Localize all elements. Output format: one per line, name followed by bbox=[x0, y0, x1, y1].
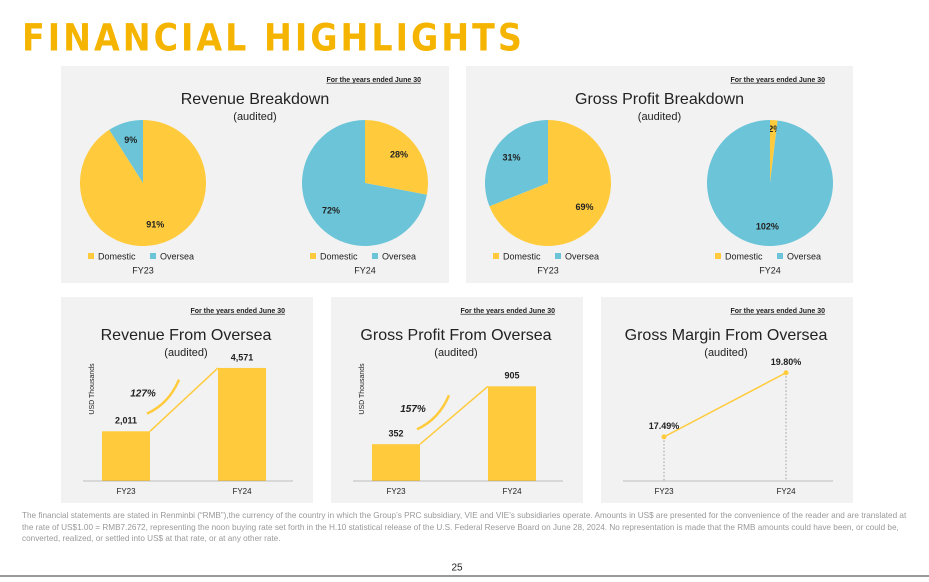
pie-slice bbox=[484, 120, 548, 207]
legend-swatch bbox=[715, 253, 721, 259]
bar-value-label: 2,011 bbox=[115, 416, 137, 426]
connector bbox=[149, 367, 219, 432]
growth-arrow bbox=[416, 394, 451, 431]
legend-label: Oversea bbox=[382, 251, 416, 261]
x-tick-label: FY24 bbox=[776, 487, 796, 496]
y-axis-label: USD Thousands bbox=[359, 363, 366, 415]
pie-label: FY23 bbox=[537, 265, 559, 275]
panel-subtitle: (audited) bbox=[638, 111, 681, 123]
point-label: 19.80% bbox=[771, 357, 802, 367]
bar-value-label: 905 bbox=[504, 371, 519, 381]
panel bbox=[601, 297, 853, 503]
pie-label: FY24 bbox=[759, 265, 781, 275]
point bbox=[661, 434, 667, 440]
bar bbox=[218, 367, 266, 481]
footnote: The financial statements are stated in R… bbox=[22, 511, 907, 543]
x-tick-label: FY23 bbox=[654, 487, 674, 496]
legend-label: Domestic bbox=[320, 251, 358, 261]
legend-swatch bbox=[150, 253, 156, 259]
panel-note: For the years ended June 30 bbox=[190, 308, 285, 315]
slice-label: 28% bbox=[390, 149, 408, 159]
panel-title: Gross Margin From Oversea bbox=[625, 327, 828, 344]
legend-label: Oversea bbox=[565, 251, 599, 261]
legend-label: Oversea bbox=[787, 251, 821, 261]
pie-slice bbox=[489, 120, 612, 246]
connector bbox=[419, 385, 489, 445]
slice-label: 31% bbox=[503, 153, 521, 163]
panel-title: Gross Profit Breakdown bbox=[575, 91, 744, 108]
x-tick-label: FY23 bbox=[386, 487, 406, 496]
point-label: 17.49% bbox=[649, 421, 680, 431]
x-tick-label: FY23 bbox=[116, 487, 136, 496]
growth-annotation: 157% bbox=[400, 404, 426, 415]
panel-note: For the years ended June 30 bbox=[730, 308, 825, 315]
x-tick-label: FY24 bbox=[502, 487, 522, 496]
legend-swatch bbox=[310, 253, 316, 259]
legend-swatch bbox=[555, 253, 561, 259]
slice-label: -2% bbox=[765, 124, 781, 134]
bar-value-label: 4,571 bbox=[231, 352, 254, 362]
slice-label: 9% bbox=[124, 135, 137, 145]
panel-title: Revenue Breakdown bbox=[181, 91, 330, 108]
page-number: 25 bbox=[451, 563, 463, 574]
legend-label: Oversea bbox=[160, 251, 194, 261]
slice-label: 91% bbox=[146, 220, 164, 230]
panel-subtitle: (audited) bbox=[233, 111, 276, 123]
pie-slice bbox=[302, 120, 427, 247]
panel-subtitle: (audited) bbox=[434, 347, 477, 359]
panel-note: For the years ended June 30 bbox=[730, 77, 825, 84]
pie-slice bbox=[365, 120, 428, 195]
legend-label: Domestic bbox=[725, 251, 763, 261]
bar bbox=[488, 386, 536, 481]
slice-label: 69% bbox=[575, 202, 593, 212]
bar-value-label: 352 bbox=[388, 429, 403, 439]
slice-label: 72% bbox=[322, 205, 340, 215]
growth-annotation: 127% bbox=[130, 388, 156, 399]
panel-title: Revenue From Oversea bbox=[101, 327, 272, 344]
legend-swatch bbox=[372, 253, 378, 259]
bar bbox=[372, 444, 420, 481]
pie-slice bbox=[770, 120, 778, 183]
pie-label: FY24 bbox=[354, 265, 376, 275]
growth-arrow bbox=[146, 379, 181, 415]
legend-swatch bbox=[493, 253, 499, 259]
panel-subtitle: (audited) bbox=[164, 347, 207, 359]
pie-label: FY23 bbox=[132, 265, 154, 275]
slice-label: 102% bbox=[756, 221, 779, 231]
legend-label: Domestic bbox=[98, 251, 136, 261]
panel-title: Gross Profit From Oversea bbox=[360, 327, 551, 344]
panel-note: For the years ended June 30 bbox=[460, 308, 555, 315]
bar bbox=[102, 431, 150, 481]
pie-slice bbox=[109, 120, 143, 183]
legend-label: Domestic bbox=[503, 251, 541, 261]
panel-subtitle: (audited) bbox=[704, 347, 747, 359]
y-axis-label: USD Thousands bbox=[89, 363, 96, 415]
page-title: FINANCIAL HIGHLIGHTS bbox=[22, 17, 525, 60]
legend-swatch bbox=[88, 253, 94, 259]
panel-note: For the years ended June 30 bbox=[326, 77, 421, 84]
pie-slice bbox=[707, 120, 834, 247]
point bbox=[783, 370, 789, 376]
legend-swatch bbox=[777, 253, 783, 259]
x-tick-label: FY24 bbox=[232, 487, 252, 496]
line bbox=[663, 372, 787, 438]
